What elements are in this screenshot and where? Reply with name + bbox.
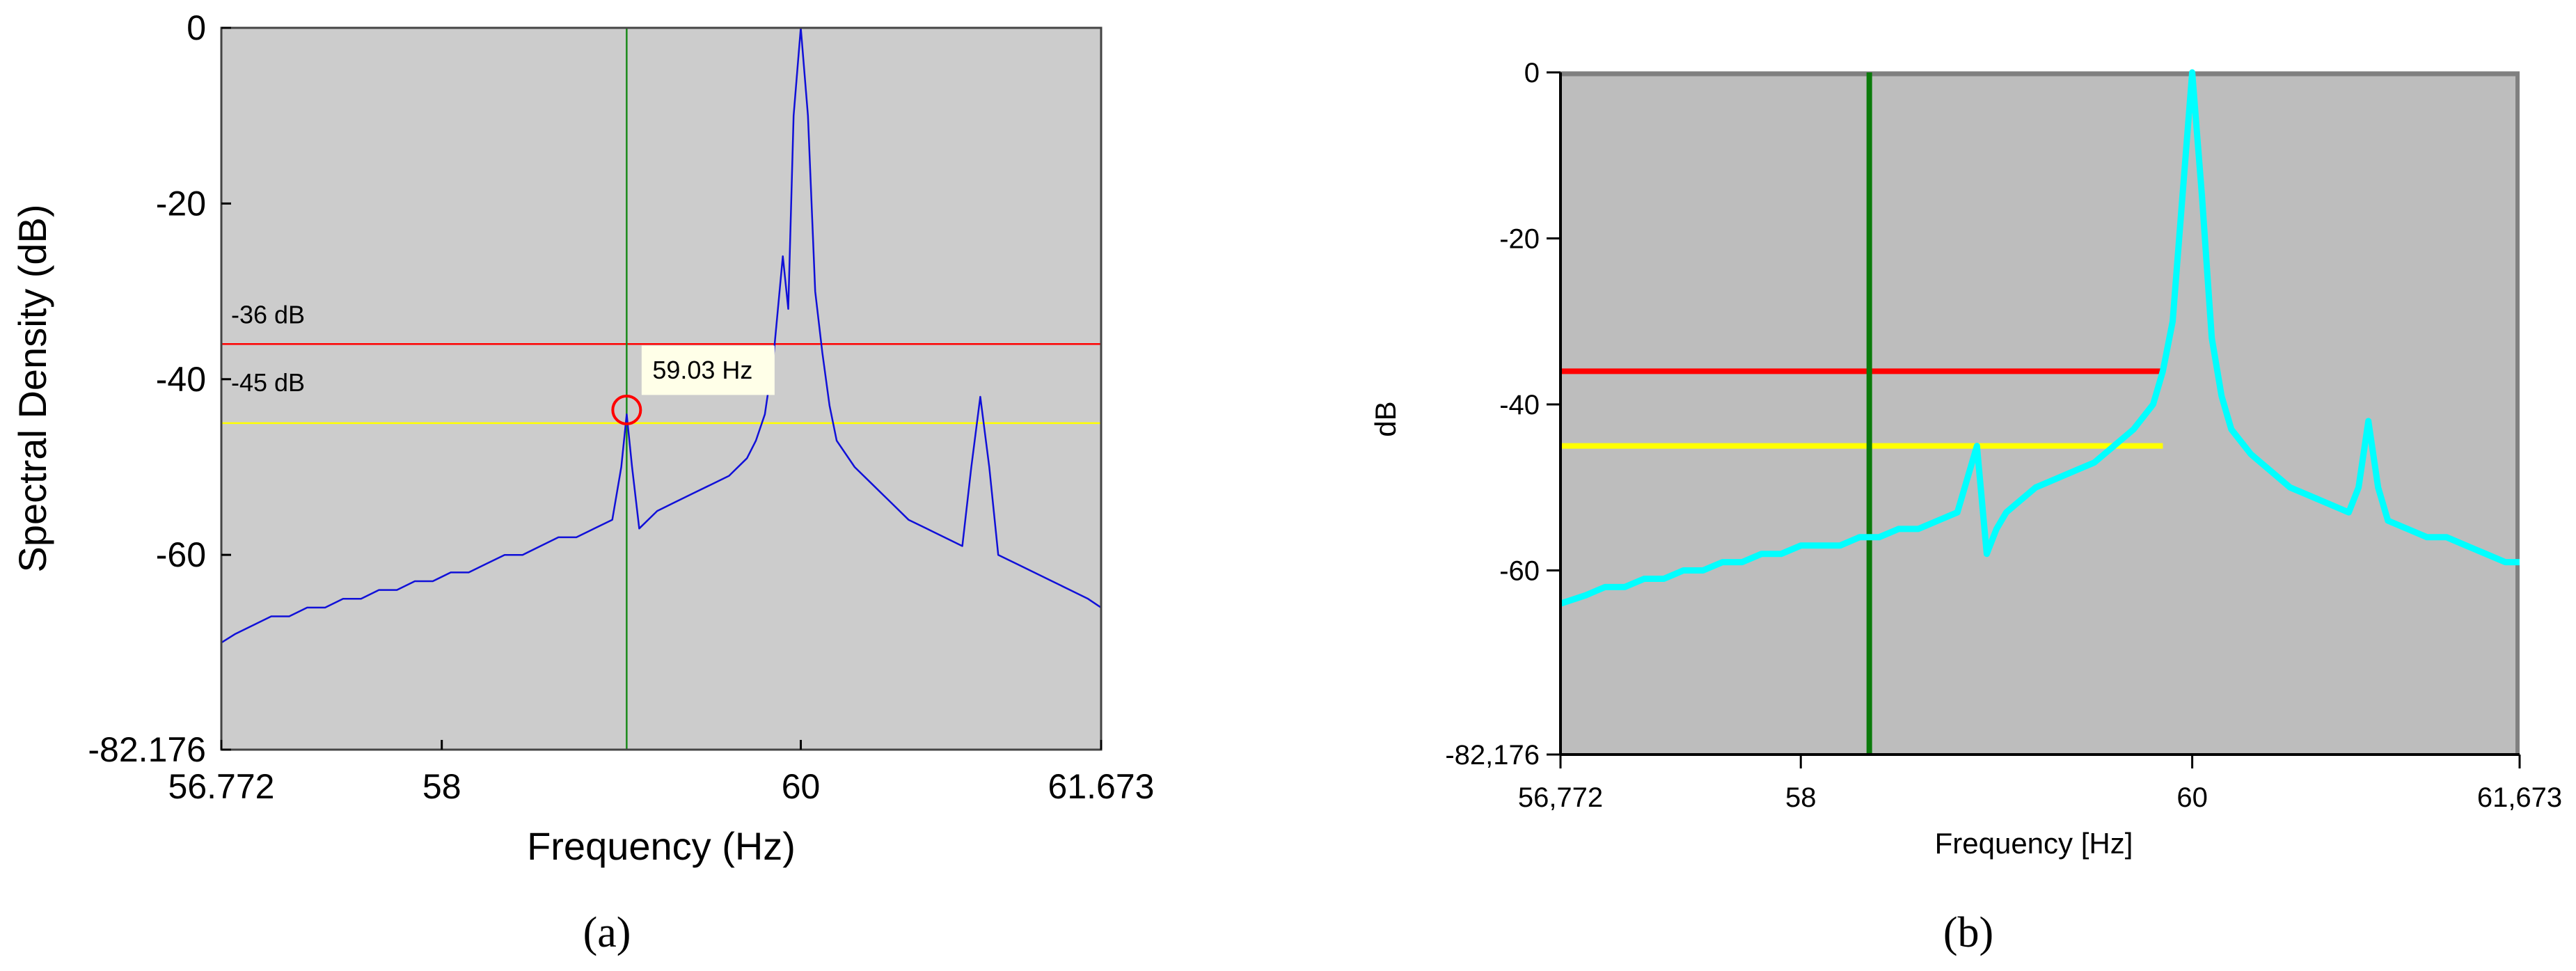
caption-b: (b): [1943, 909, 1993, 956]
y-axis-label-b: dB: [1369, 401, 1402, 436]
x-tick-label-1-2: 60: [2176, 782, 2208, 813]
x-tick-label-0-0: 56.772: [168, 767, 275, 806]
chart-panel-a: -36 dB -45 dB 59.03 Hz 56.772 58 60 61.673 0 -…: [10, 8, 1154, 956]
y-tick-label-1-2: -40: [1499, 390, 1540, 420]
plot-area-b: [1560, 72, 2520, 755]
x-tick-label-1-1: 58: [1785, 782, 1817, 813]
x-tick-label-0-3: 61.673: [1048, 767, 1155, 806]
threshold-label-0-1: -45 dB: [231, 368, 305, 397]
plot-frame-a: [220, 26, 1103, 751]
chart-panel-b: 56,772 58 60 61,673 0 -20 -40 -60 -82,176 Freque…: [1369, 58, 2562, 956]
y-tick-label-1-0: 0: [1524, 58, 1540, 88]
series-line-0-0: [221, 26, 1102, 644]
y-tick-label-1-3: -60: [1499, 556, 1540, 587]
x-tick-label-1-0: 56,772: [1518, 782, 1603, 813]
y-axis-label-a: Spectral Density (dB): [10, 204, 54, 572]
y-tick-label-0-3: -60: [156, 535, 206, 574]
peak-marker-0: [611, 394, 642, 425]
peak-label-0: 59.03 Hz: [652, 356, 752, 384]
y-tick-label-0-2: -40: [156, 360, 206, 399]
threshold-label-0-0: -36 dB: [231, 300, 305, 329]
y-tick-label-1-1: -20: [1499, 224, 1540, 255]
y-tick-label-0-1: -20: [156, 184, 206, 223]
y-tick-label-0-4: -82.176: [88, 730, 206, 769]
y-tick-label-1-4: -82,176: [1445, 740, 1540, 771]
x-axis-label-a: Frequency (Hz): [527, 824, 796, 868]
peak-label-box-0: [641, 345, 775, 395]
caption-a: (a): [583, 909, 631, 956]
y-tick-label-0-0: 0: [187, 8, 206, 47]
x-tick-label-1-3: 61,673: [2477, 782, 2562, 813]
series-line-1-0: [1559, 69, 2520, 607]
x-axis-label-b: Frequency [Hz]: [1935, 827, 2133, 860]
x-tick-label-0-2: 60: [782, 767, 821, 806]
x-tick-label-0-1: 58: [422, 767, 461, 806]
